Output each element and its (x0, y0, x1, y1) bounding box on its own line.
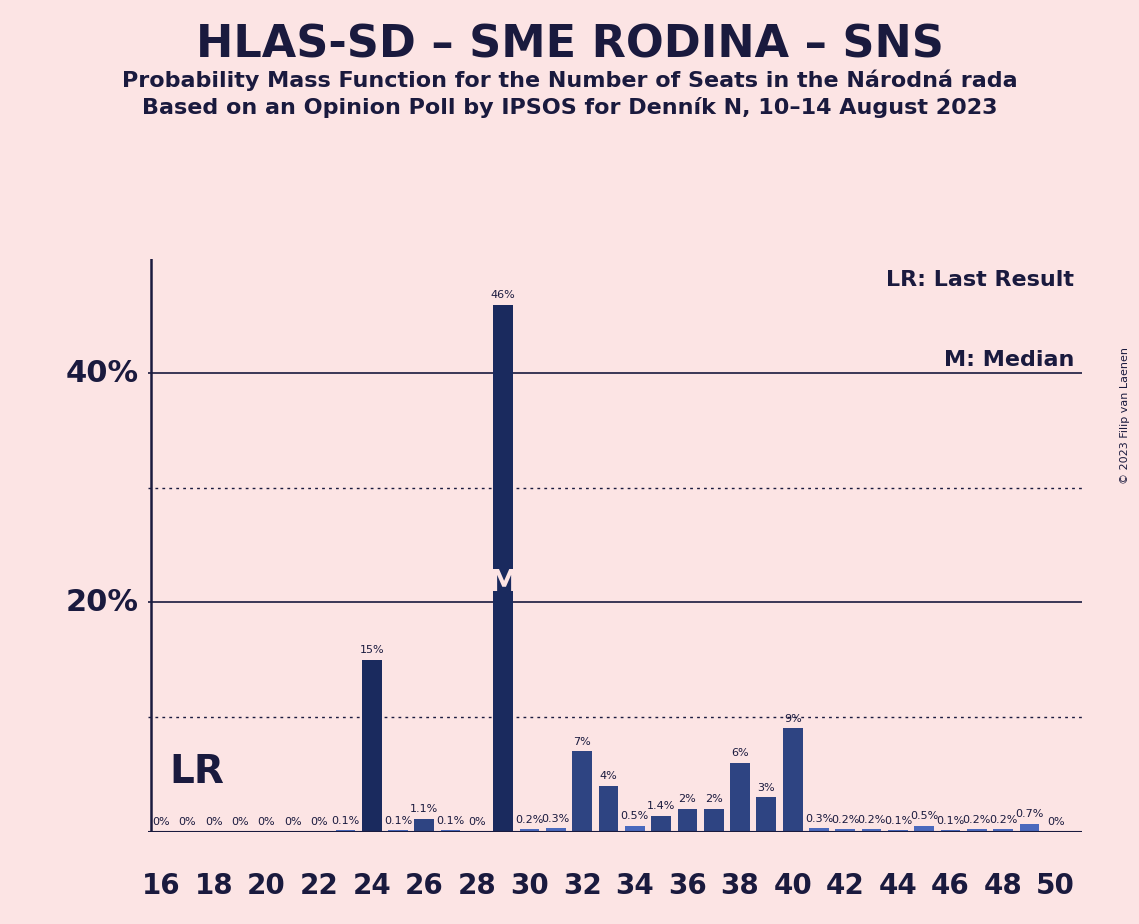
Text: 0.1%: 0.1% (936, 816, 965, 826)
Bar (782, 728, 803, 832)
Bar (336, 831, 355, 832)
Text: 34: 34 (615, 871, 654, 900)
Text: M: Median: M: Median (944, 350, 1074, 371)
Bar (652, 816, 671, 832)
Text: 44: 44 (878, 871, 917, 900)
Text: 0.7%: 0.7% (1015, 809, 1043, 819)
Text: 36: 36 (669, 871, 707, 900)
Text: 9%: 9% (784, 714, 802, 723)
Bar (493, 305, 513, 832)
Text: 0.3%: 0.3% (542, 813, 570, 823)
Text: 0.1%: 0.1% (436, 816, 465, 826)
Text: 40%: 40% (66, 359, 139, 388)
Text: 0.1%: 0.1% (331, 816, 360, 826)
Bar (756, 797, 776, 832)
Text: 0%: 0% (284, 817, 302, 827)
Text: 0.3%: 0.3% (805, 813, 833, 823)
Bar (809, 828, 829, 832)
Text: 0.2%: 0.2% (515, 815, 543, 825)
Bar (941, 831, 960, 832)
Bar (704, 808, 723, 832)
Text: 0%: 0% (310, 817, 328, 827)
Text: 0.2%: 0.2% (831, 815, 860, 825)
Text: 3%: 3% (757, 783, 776, 793)
Text: 0.2%: 0.2% (858, 815, 886, 825)
Text: 7%: 7% (573, 736, 591, 747)
Text: 24: 24 (352, 871, 391, 900)
Text: LR: Last Result: LR: Last Result (886, 270, 1074, 290)
Text: 6%: 6% (731, 748, 748, 759)
Bar (625, 826, 645, 832)
Text: HLAS-SD – SME RODINA – SNS: HLAS-SD – SME RODINA – SNS (196, 23, 943, 67)
Text: 0%: 0% (257, 817, 276, 827)
Text: 32: 32 (563, 871, 601, 900)
Bar (835, 830, 855, 832)
Text: 1.4%: 1.4% (647, 801, 675, 811)
Text: 26: 26 (405, 871, 444, 900)
Bar (730, 763, 749, 832)
Text: 0.1%: 0.1% (384, 816, 412, 826)
Text: 0.5%: 0.5% (910, 811, 939, 821)
Bar (967, 830, 986, 832)
Text: 0%: 0% (231, 817, 249, 827)
Text: 0.2%: 0.2% (989, 815, 1017, 825)
Text: 46%: 46% (491, 290, 516, 300)
Text: 42: 42 (826, 871, 865, 900)
Bar (546, 828, 566, 832)
Bar (915, 826, 934, 832)
Text: Based on an Opinion Poll by IPSOS for Denník N, 10–14 August 2023: Based on an Opinion Poll by IPSOS for De… (141, 97, 998, 118)
Text: LR: LR (169, 753, 224, 792)
Text: 0.5%: 0.5% (621, 811, 649, 821)
Text: 50: 50 (1036, 871, 1075, 900)
Text: 28: 28 (458, 871, 497, 900)
Text: 4%: 4% (599, 772, 617, 781)
Text: 0%: 0% (179, 817, 196, 827)
Text: 0%: 0% (205, 817, 222, 827)
Text: 0%: 0% (468, 817, 485, 827)
Bar (993, 830, 1013, 832)
Bar (388, 831, 408, 832)
Text: 0.2%: 0.2% (962, 815, 991, 825)
Text: 0%: 0% (1047, 817, 1065, 827)
Text: 15%: 15% (360, 645, 384, 655)
Text: 22: 22 (300, 871, 338, 900)
Text: © 2023 Filip van Laenen: © 2023 Filip van Laenen (1121, 347, 1130, 484)
Text: 38: 38 (721, 871, 760, 900)
Bar (862, 830, 882, 832)
Text: 0.1%: 0.1% (884, 816, 912, 826)
Bar (362, 660, 382, 832)
Text: 48: 48 (984, 871, 1023, 900)
Bar (441, 831, 460, 832)
Text: 2%: 2% (705, 794, 722, 804)
Bar (572, 751, 592, 832)
Bar (888, 831, 908, 832)
Text: 16: 16 (142, 871, 181, 900)
Text: 0%: 0% (153, 817, 170, 827)
Text: 40: 40 (773, 871, 812, 900)
Text: M: M (487, 567, 518, 597)
Text: Probability Mass Function for the Number of Seats in the Národná rada: Probability Mass Function for the Number… (122, 69, 1017, 91)
Bar (415, 819, 434, 832)
Text: 30: 30 (510, 871, 549, 900)
Text: 18: 18 (195, 871, 233, 900)
Bar (678, 808, 697, 832)
Text: 20: 20 (247, 871, 286, 900)
Bar (1019, 823, 1039, 832)
Bar (519, 830, 540, 832)
Text: 1.1%: 1.1% (410, 805, 439, 814)
Bar (599, 785, 618, 832)
Text: 20%: 20% (66, 588, 139, 617)
Text: 46: 46 (931, 871, 970, 900)
Text: 2%: 2% (679, 794, 696, 804)
